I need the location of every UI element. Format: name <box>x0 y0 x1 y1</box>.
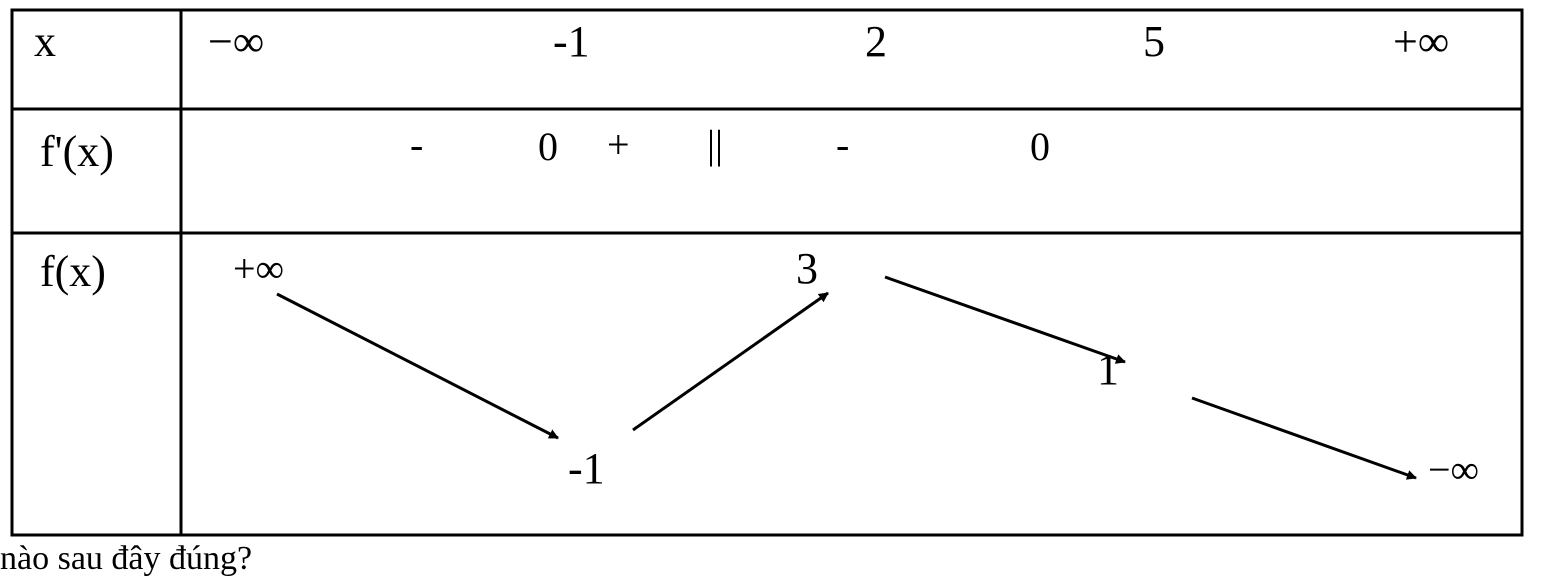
arrow-decreasing-2 <box>884 275 1126 364</box>
derivative-sign-3: - <box>836 122 849 167</box>
derivative-zero-2: 0 <box>1030 124 1050 169</box>
arrow-decreasing-3 <box>1191 396 1417 480</box>
derivative-undefined-marker: || <box>707 122 723 167</box>
arrow-increasing <box>632 291 829 432</box>
f-value-end: −∞ <box>1428 447 1479 492</box>
x-value-2: 2 <box>865 17 887 66</box>
row-label-function: f(x) <box>40 247 106 296</box>
x-value-pos-inf: +∞ <box>1393 17 1449 66</box>
derivative-sign-2: + <box>607 122 630 167</box>
x-value-5: 5 <box>1143 17 1165 66</box>
f-value-min: -1 <box>568 444 605 493</box>
derivative-zero-1: 0 <box>538 124 558 169</box>
x-value-minus-1: -1 <box>553 17 590 66</box>
arrow-decreasing-1 <box>276 292 559 440</box>
variation-table: x f'(x) f(x) −∞ -1 2 5 +∞ - 0 + || - 0 +… <box>10 8 1524 537</box>
row-label-derivative: f'(x) <box>40 127 114 176</box>
table-border <box>10 8 1524 537</box>
derivative-sign-1: - <box>410 122 423 167</box>
x-value-neg-inf: −∞ <box>208 17 264 66</box>
f-value-max: 3 <box>796 244 818 293</box>
question-caption: nào sau đây đúng? <box>0 540 253 577</box>
f-value-start: +∞ <box>233 246 284 291</box>
row-label-x: x <box>34 17 56 66</box>
